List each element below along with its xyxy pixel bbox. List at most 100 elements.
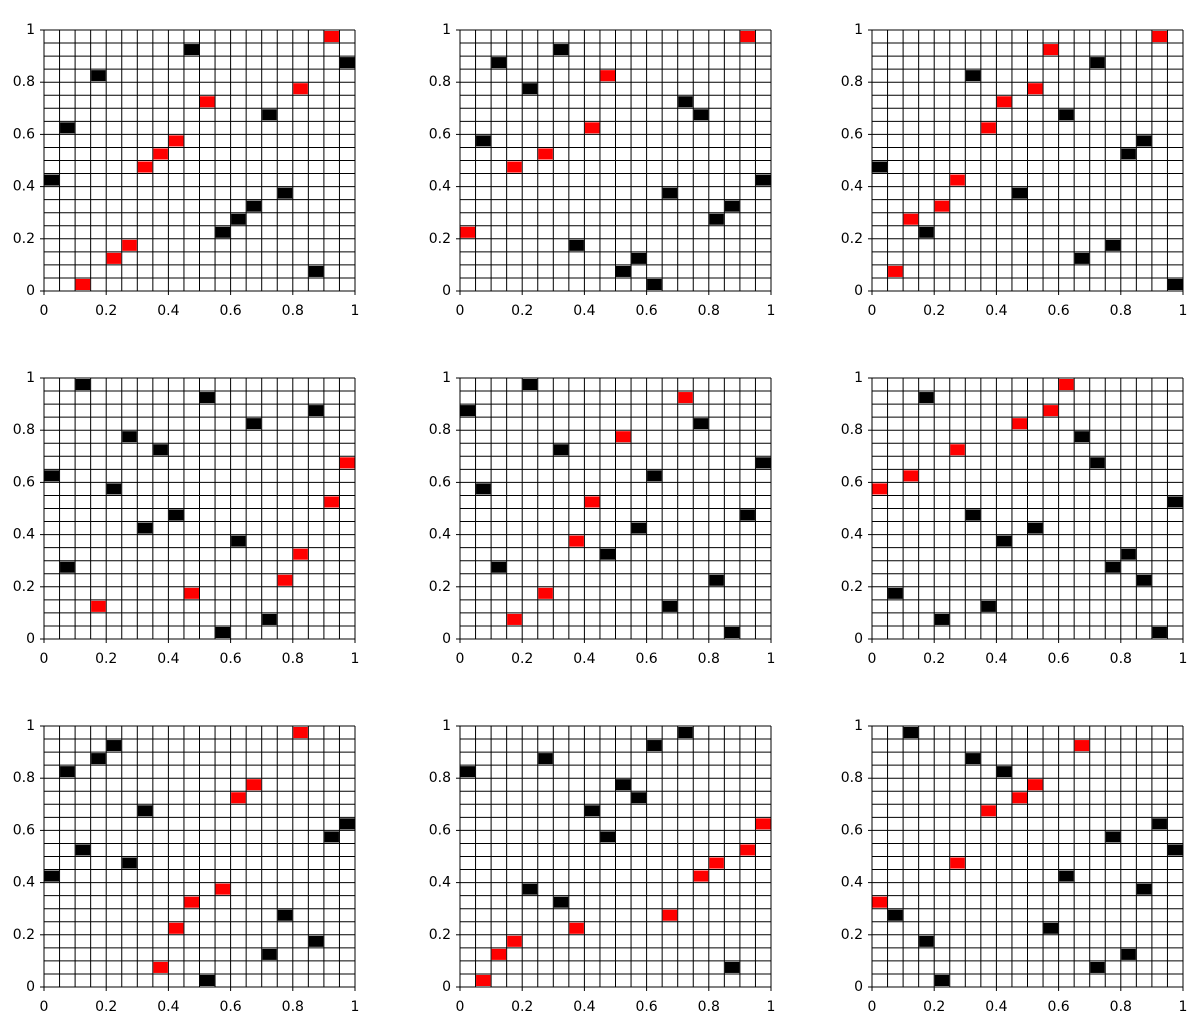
y-tick-label: 0.6 — [429, 126, 451, 142]
y-tick-label: 0 — [442, 979, 451, 995]
point — [184, 44, 199, 56]
y-tick-label: 0.2 — [13, 231, 35, 247]
point — [903, 727, 919, 739]
point — [584, 122, 600, 134]
point — [277, 574, 293, 586]
x-tick-label: 0 — [868, 651, 877, 667]
y-tick-label: 0.2 — [13, 579, 35, 595]
point — [60, 766, 75, 778]
point — [200, 974, 215, 986]
point — [1121, 548, 1136, 560]
point — [709, 857, 724, 869]
point — [246, 200, 262, 212]
point — [106, 483, 122, 495]
point — [553, 44, 569, 56]
point — [569, 922, 584, 934]
point — [1090, 457, 1105, 469]
x-tick-label: 0.4 — [573, 999, 595, 1015]
point — [91, 70, 106, 82]
x-tick-label: 0.8 — [698, 303, 720, 319]
point — [709, 574, 724, 586]
panel: 0 0.2 0.4 0.6 0.8 1 0 0.2 0.4 0.6 0.8 1 — [841, 370, 1188, 667]
point — [137, 805, 153, 817]
point — [522, 883, 538, 895]
y-tick-label: 0.4 — [429, 875, 451, 891]
point — [965, 509, 981, 521]
x-tick-label: 0.4 — [157, 651, 179, 667]
y-tick-label: 0 — [26, 283, 35, 299]
x-tick-label: 1 — [1179, 999, 1188, 1015]
panel: 0 0.2 0.4 0.6 0.8 1 0 0.2 0.4 0.6 0.8 1 — [429, 718, 776, 1015]
point — [75, 278, 91, 290]
point — [981, 600, 996, 612]
point — [1167, 278, 1183, 290]
point — [1136, 574, 1152, 586]
point — [662, 909, 678, 921]
y-tick-label: 0.8 — [13, 770, 35, 786]
point — [903, 213, 919, 225]
point — [246, 418, 262, 430]
y-tick-label: 1 — [442, 718, 451, 734]
point — [262, 613, 277, 625]
point — [1152, 818, 1167, 830]
point — [709, 213, 724, 225]
point — [476, 135, 491, 147]
point — [950, 174, 965, 186]
point — [996, 96, 1012, 108]
point — [872, 161, 888, 173]
point — [553, 896, 569, 908]
point — [44, 470, 60, 482]
panel: 0 0.2 0.4 0.6 0.8 1 0 0.2 0.4 0.6 0.8 1 — [13, 718, 360, 1015]
point — [200, 392, 215, 404]
x-tick-label: 0.6 — [1047, 303, 1069, 319]
point — [153, 961, 168, 973]
point — [1028, 83, 1043, 95]
x-tick-label: 0.8 — [698, 999, 720, 1015]
y-tick-label: 0.8 — [841, 74, 863, 90]
point — [153, 444, 168, 456]
x-tick-label: 0.6 — [219, 651, 241, 667]
x-tick-label: 1 — [351, 999, 360, 1015]
point — [293, 83, 308, 95]
point — [1028, 522, 1043, 534]
point — [1152, 626, 1167, 638]
point — [538, 753, 553, 765]
point — [1043, 405, 1059, 417]
point — [755, 457, 771, 469]
point — [903, 470, 919, 482]
point — [693, 418, 709, 430]
point — [934, 613, 950, 625]
point — [339, 818, 355, 830]
x-tick-label: 0.8 — [282, 999, 304, 1015]
point — [1121, 948, 1136, 960]
x-tick-label: 0 — [868, 303, 877, 319]
point — [678, 392, 693, 404]
point — [1012, 187, 1027, 199]
x-tick-label: 0.4 — [573, 303, 595, 319]
y-tick-label: 0.2 — [841, 927, 863, 943]
point — [1105, 239, 1121, 251]
point — [553, 444, 569, 456]
point — [1012, 418, 1027, 430]
point — [888, 265, 903, 277]
point — [569, 239, 584, 251]
point — [724, 961, 740, 973]
y-tick-label: 0.2 — [429, 579, 451, 595]
point — [522, 379, 538, 391]
point — [153, 148, 168, 160]
panel: 0 0.2 0.4 0.6 0.8 1 0 0.2 0.4 0.6 0.8 1 — [841, 22, 1188, 319]
point — [460, 405, 476, 417]
y-tick-label: 0.8 — [429, 74, 451, 90]
x-tick-label: 0.2 — [923, 651, 945, 667]
point — [507, 935, 522, 947]
point — [44, 870, 60, 882]
y-tick-label: 0.4 — [429, 527, 451, 543]
x-tick-label: 0 — [40, 303, 49, 319]
x-tick-label: 0.2 — [95, 999, 117, 1015]
point — [1136, 883, 1152, 895]
x-tick-label: 0.4 — [573, 651, 595, 667]
point — [569, 535, 584, 547]
point — [231, 535, 246, 547]
point — [293, 727, 308, 739]
